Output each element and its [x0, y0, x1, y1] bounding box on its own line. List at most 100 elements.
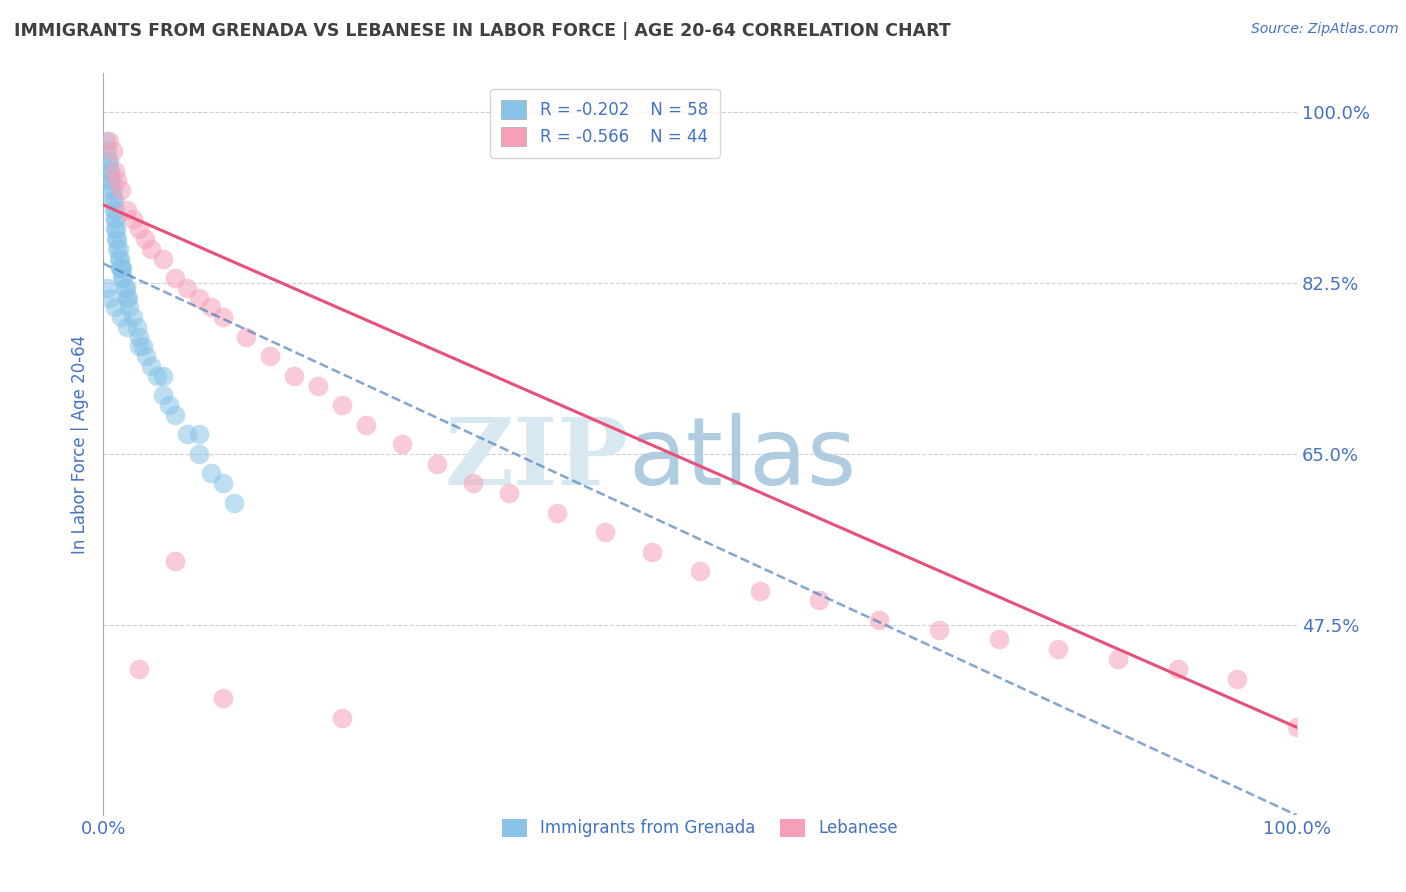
Point — [868, 613, 890, 627]
Point — [104, 212, 127, 227]
Point — [125, 320, 148, 334]
Point — [107, 242, 129, 256]
Point — [593, 524, 616, 539]
Point — [211, 310, 233, 325]
Point — [103, 202, 125, 217]
Point — [110, 183, 132, 197]
Point — [135, 349, 157, 363]
Point — [101, 183, 124, 197]
Point — [176, 427, 198, 442]
Point — [98, 173, 121, 187]
Point — [98, 291, 121, 305]
Point — [122, 310, 145, 325]
Point — [163, 271, 186, 285]
Point — [157, 398, 180, 412]
Legend: Immigrants from Grenada, Lebanese: Immigrants from Grenada, Lebanese — [495, 812, 905, 844]
Point — [330, 711, 353, 725]
Text: IMMIGRANTS FROM GRENADA VS LEBANESE IN LABOR FORCE | AGE 20-64 CORRELATION CHART: IMMIGRANTS FROM GRENADA VS LEBANESE IN L… — [14, 22, 950, 40]
Point — [641, 544, 664, 558]
Point — [104, 301, 127, 315]
Point — [100, 183, 122, 197]
Point — [152, 252, 174, 266]
Point — [128, 662, 150, 676]
Point — [98, 163, 121, 178]
Point — [211, 476, 233, 491]
Point — [808, 593, 831, 607]
Point — [104, 163, 127, 178]
Point — [107, 242, 129, 256]
Point — [354, 417, 377, 432]
Point — [98, 153, 121, 168]
Text: ZIP: ZIP — [444, 414, 628, 504]
Y-axis label: In Labor Force | Age 20-64: In Labor Force | Age 20-64 — [72, 334, 89, 554]
Point — [101, 144, 124, 158]
Point — [128, 329, 150, 343]
Point — [104, 202, 127, 217]
Point — [139, 359, 162, 373]
Point — [112, 271, 135, 285]
Point — [114, 281, 136, 295]
Point — [426, 457, 449, 471]
Point — [391, 437, 413, 451]
Point — [111, 261, 134, 276]
Point — [107, 252, 129, 266]
Point — [987, 632, 1010, 647]
Point — [103, 193, 125, 207]
Point — [546, 506, 568, 520]
Point — [108, 252, 131, 266]
Point — [110, 261, 132, 276]
Point — [152, 388, 174, 402]
Point — [748, 583, 770, 598]
Point — [1226, 672, 1249, 686]
Point — [211, 691, 233, 706]
Point — [104, 212, 127, 227]
Point — [1047, 642, 1070, 657]
Point — [283, 368, 305, 383]
Text: atlas: atlas — [628, 413, 856, 505]
Point — [122, 212, 145, 227]
Point — [1286, 720, 1309, 734]
Point — [107, 173, 129, 187]
Point — [98, 163, 121, 178]
Point — [1167, 662, 1189, 676]
Point — [98, 134, 121, 148]
Point — [104, 222, 127, 236]
Point — [163, 408, 186, 422]
Point — [100, 173, 122, 187]
Point — [115, 320, 138, 334]
Point — [498, 486, 520, 500]
Point — [187, 447, 209, 461]
Point — [118, 301, 141, 315]
Point — [1107, 652, 1129, 666]
Point — [110, 261, 132, 276]
Point — [928, 623, 950, 637]
Point — [330, 398, 353, 412]
Point — [105, 222, 128, 236]
Point — [108, 261, 131, 276]
Point — [94, 134, 117, 148]
Point — [134, 232, 156, 246]
Point — [96, 281, 118, 295]
Point — [200, 467, 222, 481]
Point — [110, 310, 132, 325]
Point — [101, 193, 124, 207]
Point — [97, 153, 120, 168]
Point — [96, 144, 118, 158]
Point — [107, 232, 129, 246]
Point — [187, 427, 209, 442]
Point — [689, 564, 711, 578]
Point — [152, 368, 174, 383]
Point — [115, 202, 138, 217]
Point — [114, 281, 136, 295]
Point — [163, 554, 186, 568]
Point — [131, 339, 153, 353]
Point — [105, 232, 128, 246]
Point — [128, 339, 150, 353]
Point — [117, 291, 139, 305]
Point — [307, 378, 329, 392]
Point — [128, 222, 150, 236]
Point — [235, 329, 257, 343]
Point — [200, 301, 222, 315]
Point — [111, 271, 134, 285]
Point — [176, 281, 198, 295]
